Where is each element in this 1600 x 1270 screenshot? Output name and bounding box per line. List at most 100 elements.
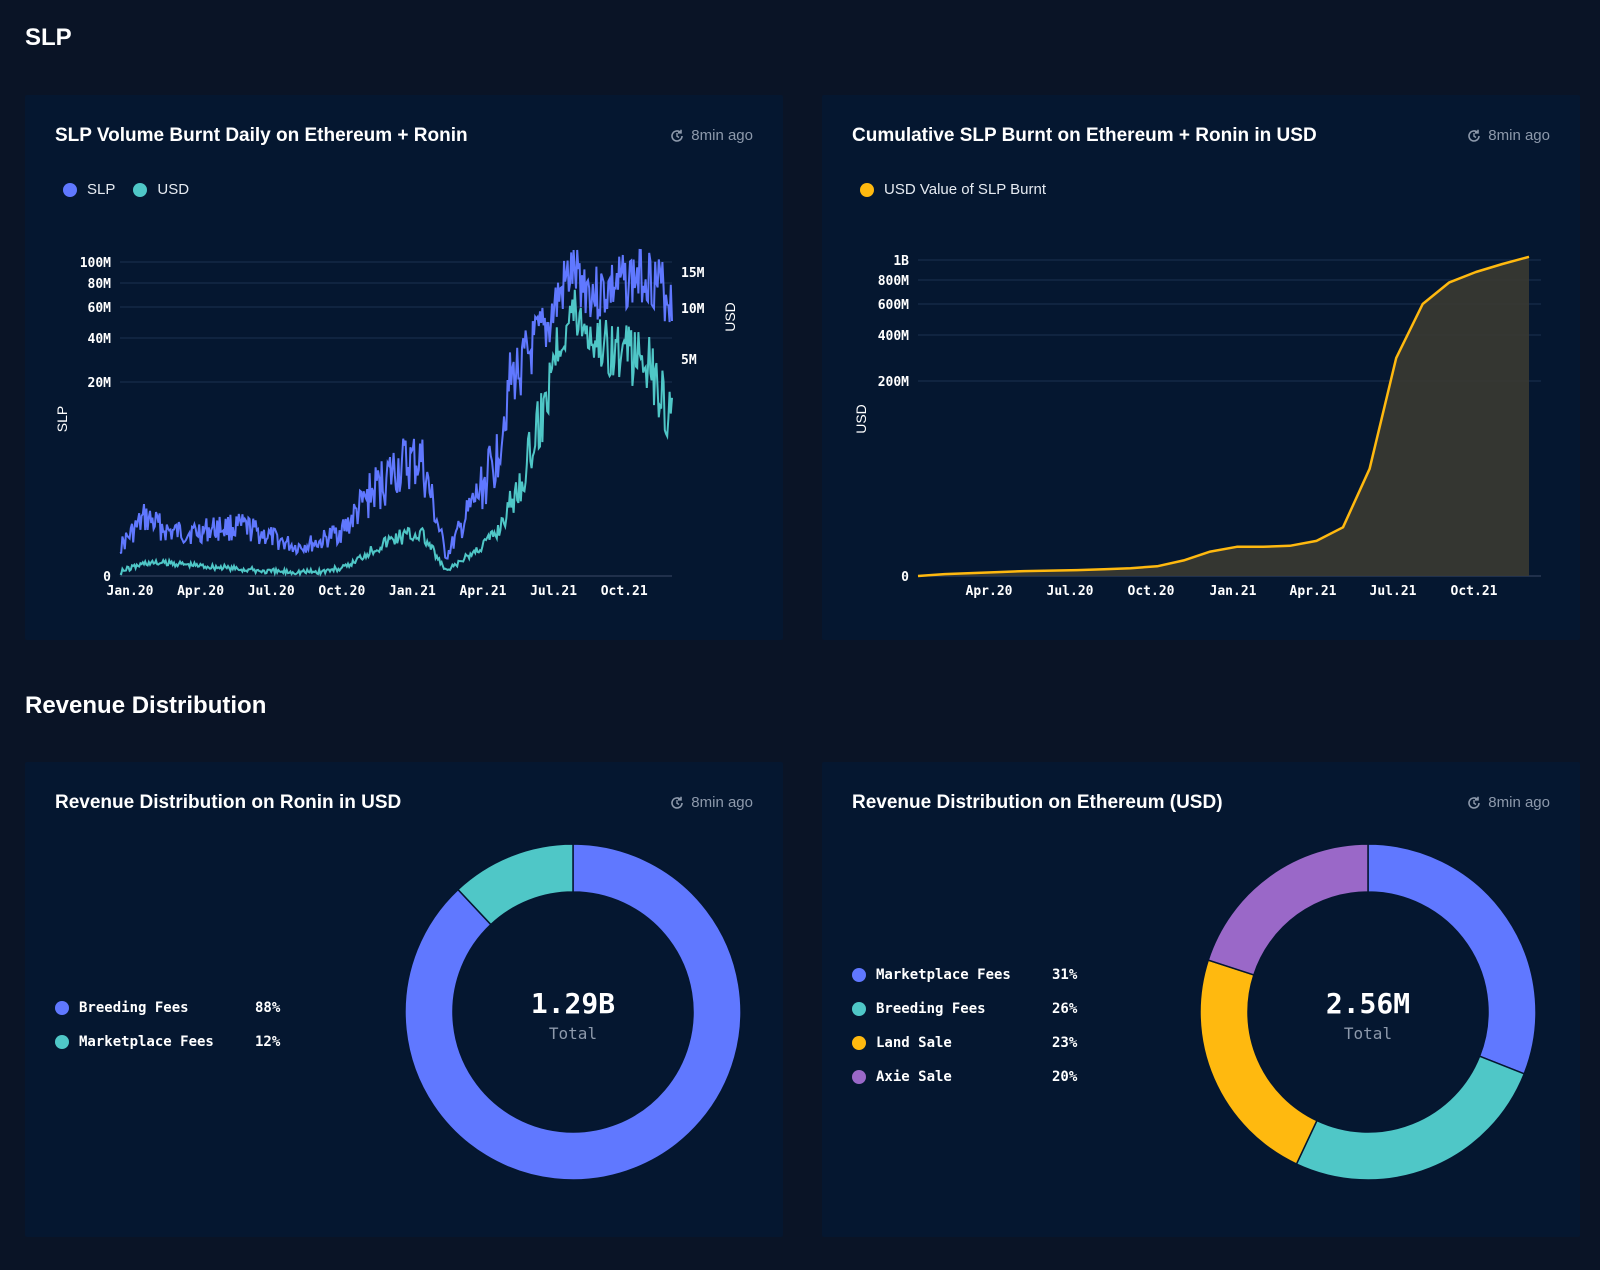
slp-volume-chart: 0 20M 40M 60M 80M 100M 5M 10M 15M Jan.20 Apr.20 Jul… <box>54 248 738 599</box>
pie-legend-item-marketplace-fees[interactable]: Marketplace Fees 12% <box>55 1025 295 1059</box>
x-tick-label: Jan.21 <box>389 584 436 599</box>
x-tick-label: Jul.20 <box>248 584 295 599</box>
last-updated-text: 8min ago <box>1488 127 1550 144</box>
y-tick-label: 40M <box>88 332 112 347</box>
legend-percent: 23% <box>1052 1035 1078 1051</box>
legend-item-usd-value[interactable]: USD Value of SLP Burnt <box>860 181 1046 198</box>
x-tick-label: Apr.21 <box>460 584 507 599</box>
pie-legend-item-marketplace-fees[interactable]: Marketplace Fees 31% <box>852 958 1092 992</box>
section-title-revenue: Revenue Distribution <box>25 692 267 719</box>
x-tick-label: Oct.20 <box>318 584 365 599</box>
card-title: SLP Volume Burnt Daily on Ethereum + Ron… <box>55 125 468 146</box>
legend-item-slp[interactable]: SLP <box>63 181 115 198</box>
donut-center: 2.56M Total <box>1268 987 1468 1043</box>
ethereum-donut-chart <box>1199 843 1537 1181</box>
legend-swatch <box>852 1002 866 1016</box>
donut-total-label: Total <box>548 1024 598 1043</box>
pie-legend: Breeding Fees 88% Marketplace Fees 12% <box>55 991 295 1059</box>
legend-swatch <box>63 182 77 197</box>
legend-label: USD <box>157 181 190 198</box>
pie-legend-item-axie-sale[interactable]: Axie Sale 20% <box>852 1060 1092 1094</box>
card-revenue-ethereum: Revenue Distribution on Ethereum (USD) 8… <box>822 762 1580 1237</box>
y-tick-label: 600M <box>878 298 909 313</box>
y-tick-label: 20M <box>88 376 112 391</box>
legend-percent: 88% <box>255 1000 281 1016</box>
refresh-icon <box>1468 129 1481 142</box>
x-tick-label: Jul.21 <box>1370 584 1417 599</box>
card-slp-volume: SLP Volume Burnt Daily on Ethereum + Ron… <box>25 95 783 640</box>
y-right-tick-label: 10M <box>681 302 705 317</box>
x-tick-label: Apr.20 <box>177 584 224 599</box>
pie-legend-item-breeding-fees[interactable]: Breeding Fees 88% <box>55 991 295 1025</box>
legend-label: USD Value of SLP Burnt <box>884 181 1047 198</box>
y-axis-title: SLP <box>54 406 70 432</box>
cumulative-slp-chart: 0 200M 400M 600M 800M 1B Apr.20 Jul.20 Oct.20 Jan… <box>853 254 1541 599</box>
y-axis-title: USD <box>853 404 869 434</box>
grid <box>120 261 672 577</box>
y-right-tick-label: 5M <box>681 353 697 368</box>
legend: SLP USD <box>63 181 189 198</box>
card-title: Revenue Distribution on Ethereum (USD) <box>852 792 1223 813</box>
y-tick-label: 0 <box>103 570 111 585</box>
legend-swatch <box>133 182 148 197</box>
pie-legend-item-land-sale[interactable]: Land Sale 23% <box>852 1026 1092 1060</box>
series-line-usd <box>119 289 673 578</box>
refresh-icon <box>671 129 684 142</box>
donut-slice-axie-sale <box>1207 843 1369 976</box>
legend-swatch <box>55 1035 69 1049</box>
pie-legend-item-breeding-fees[interactable]: Breeding Fees 26% <box>852 992 1092 1026</box>
legend-swatch <box>852 1070 866 1084</box>
donut-slice-marketplace-fees <box>1367 843 1537 1075</box>
y-tick-label: 200M <box>878 375 909 390</box>
x-tick-label: Jan.20 <box>107 584 154 599</box>
legend-swatch <box>852 968 866 982</box>
last-updated: 8min ago <box>1466 127 1550 144</box>
x-tick-label: Oct.20 <box>1128 584 1175 599</box>
ronin-donut-chart <box>404 843 742 1181</box>
legend-percent: 26% <box>1052 1001 1078 1017</box>
x-tick-label: Oct.21 <box>1451 584 1498 599</box>
card-title: Cumulative SLP Burnt on Ethereum + Ronin… <box>852 125 1317 146</box>
y-tick-label: 0 <box>901 570 909 585</box>
donut-slice-breeding-fees <box>1295 1055 1526 1181</box>
y-tick-label: 800M <box>878 274 909 289</box>
donut-total-label: Total <box>1343 1024 1393 1043</box>
y-tick-label: 80M <box>88 277 112 292</box>
last-updated: 8min ago <box>1466 794 1550 811</box>
legend-label: Land Sale <box>876 1035 952 1051</box>
legend-label: Breeding Fees <box>79 1000 189 1016</box>
last-updated-text: 8min ago <box>1488 794 1550 811</box>
legend-label: Breeding Fees <box>876 1001 986 1017</box>
legend: USD Value of SLP Burnt <box>860 181 1046 198</box>
last-updated-text: 8min ago <box>691 794 753 811</box>
y-tick-label: 1B <box>893 254 909 269</box>
x-tick-label: Apr.20 <box>966 584 1013 599</box>
refresh-icon <box>1468 796 1481 809</box>
legend-item-usd[interactable]: USD <box>133 181 189 198</box>
series-line-usd-value <box>917 255 1530 578</box>
x-tick-label: Apr.21 <box>1290 584 1337 599</box>
refresh-icon <box>671 796 684 809</box>
legend-label: Marketplace Fees <box>79 1034 214 1050</box>
section-title-slp: SLP <box>25 24 72 51</box>
x-tick-label: Jul.20 <box>1047 584 1094 599</box>
legend-percent: 12% <box>255 1034 281 1050</box>
legend-swatch <box>860 182 874 197</box>
x-tick-label: Jan.21 <box>1210 584 1257 599</box>
legend-label: SLP <box>87 181 116 198</box>
pie-legend: Marketplace Fees 31% Breeding Fees 26% L… <box>852 958 1092 1094</box>
last-updated: 8min ago <box>669 127 753 144</box>
donut-center: 1.29B Total <box>473 987 673 1043</box>
donut-slice-breeding-fees <box>404 843 742 1181</box>
donut-total-value: 1.29B <box>530 987 616 1020</box>
y-right-axis-title: USD <box>722 302 738 332</box>
donut-total-value: 2.56M <box>1325 987 1411 1020</box>
y-tick-label: 400M <box>878 329 909 344</box>
y-tick-label: 100M <box>80 256 111 271</box>
legend-label: Marketplace Fees <box>876 967 1011 983</box>
series-line-slp <box>119 248 673 560</box>
legend-swatch <box>852 1036 866 1050</box>
last-updated-text: 8min ago <box>691 127 753 144</box>
legend-percent: 20% <box>1052 1069 1078 1085</box>
x-tick-label: Jul.21 <box>530 584 577 599</box>
